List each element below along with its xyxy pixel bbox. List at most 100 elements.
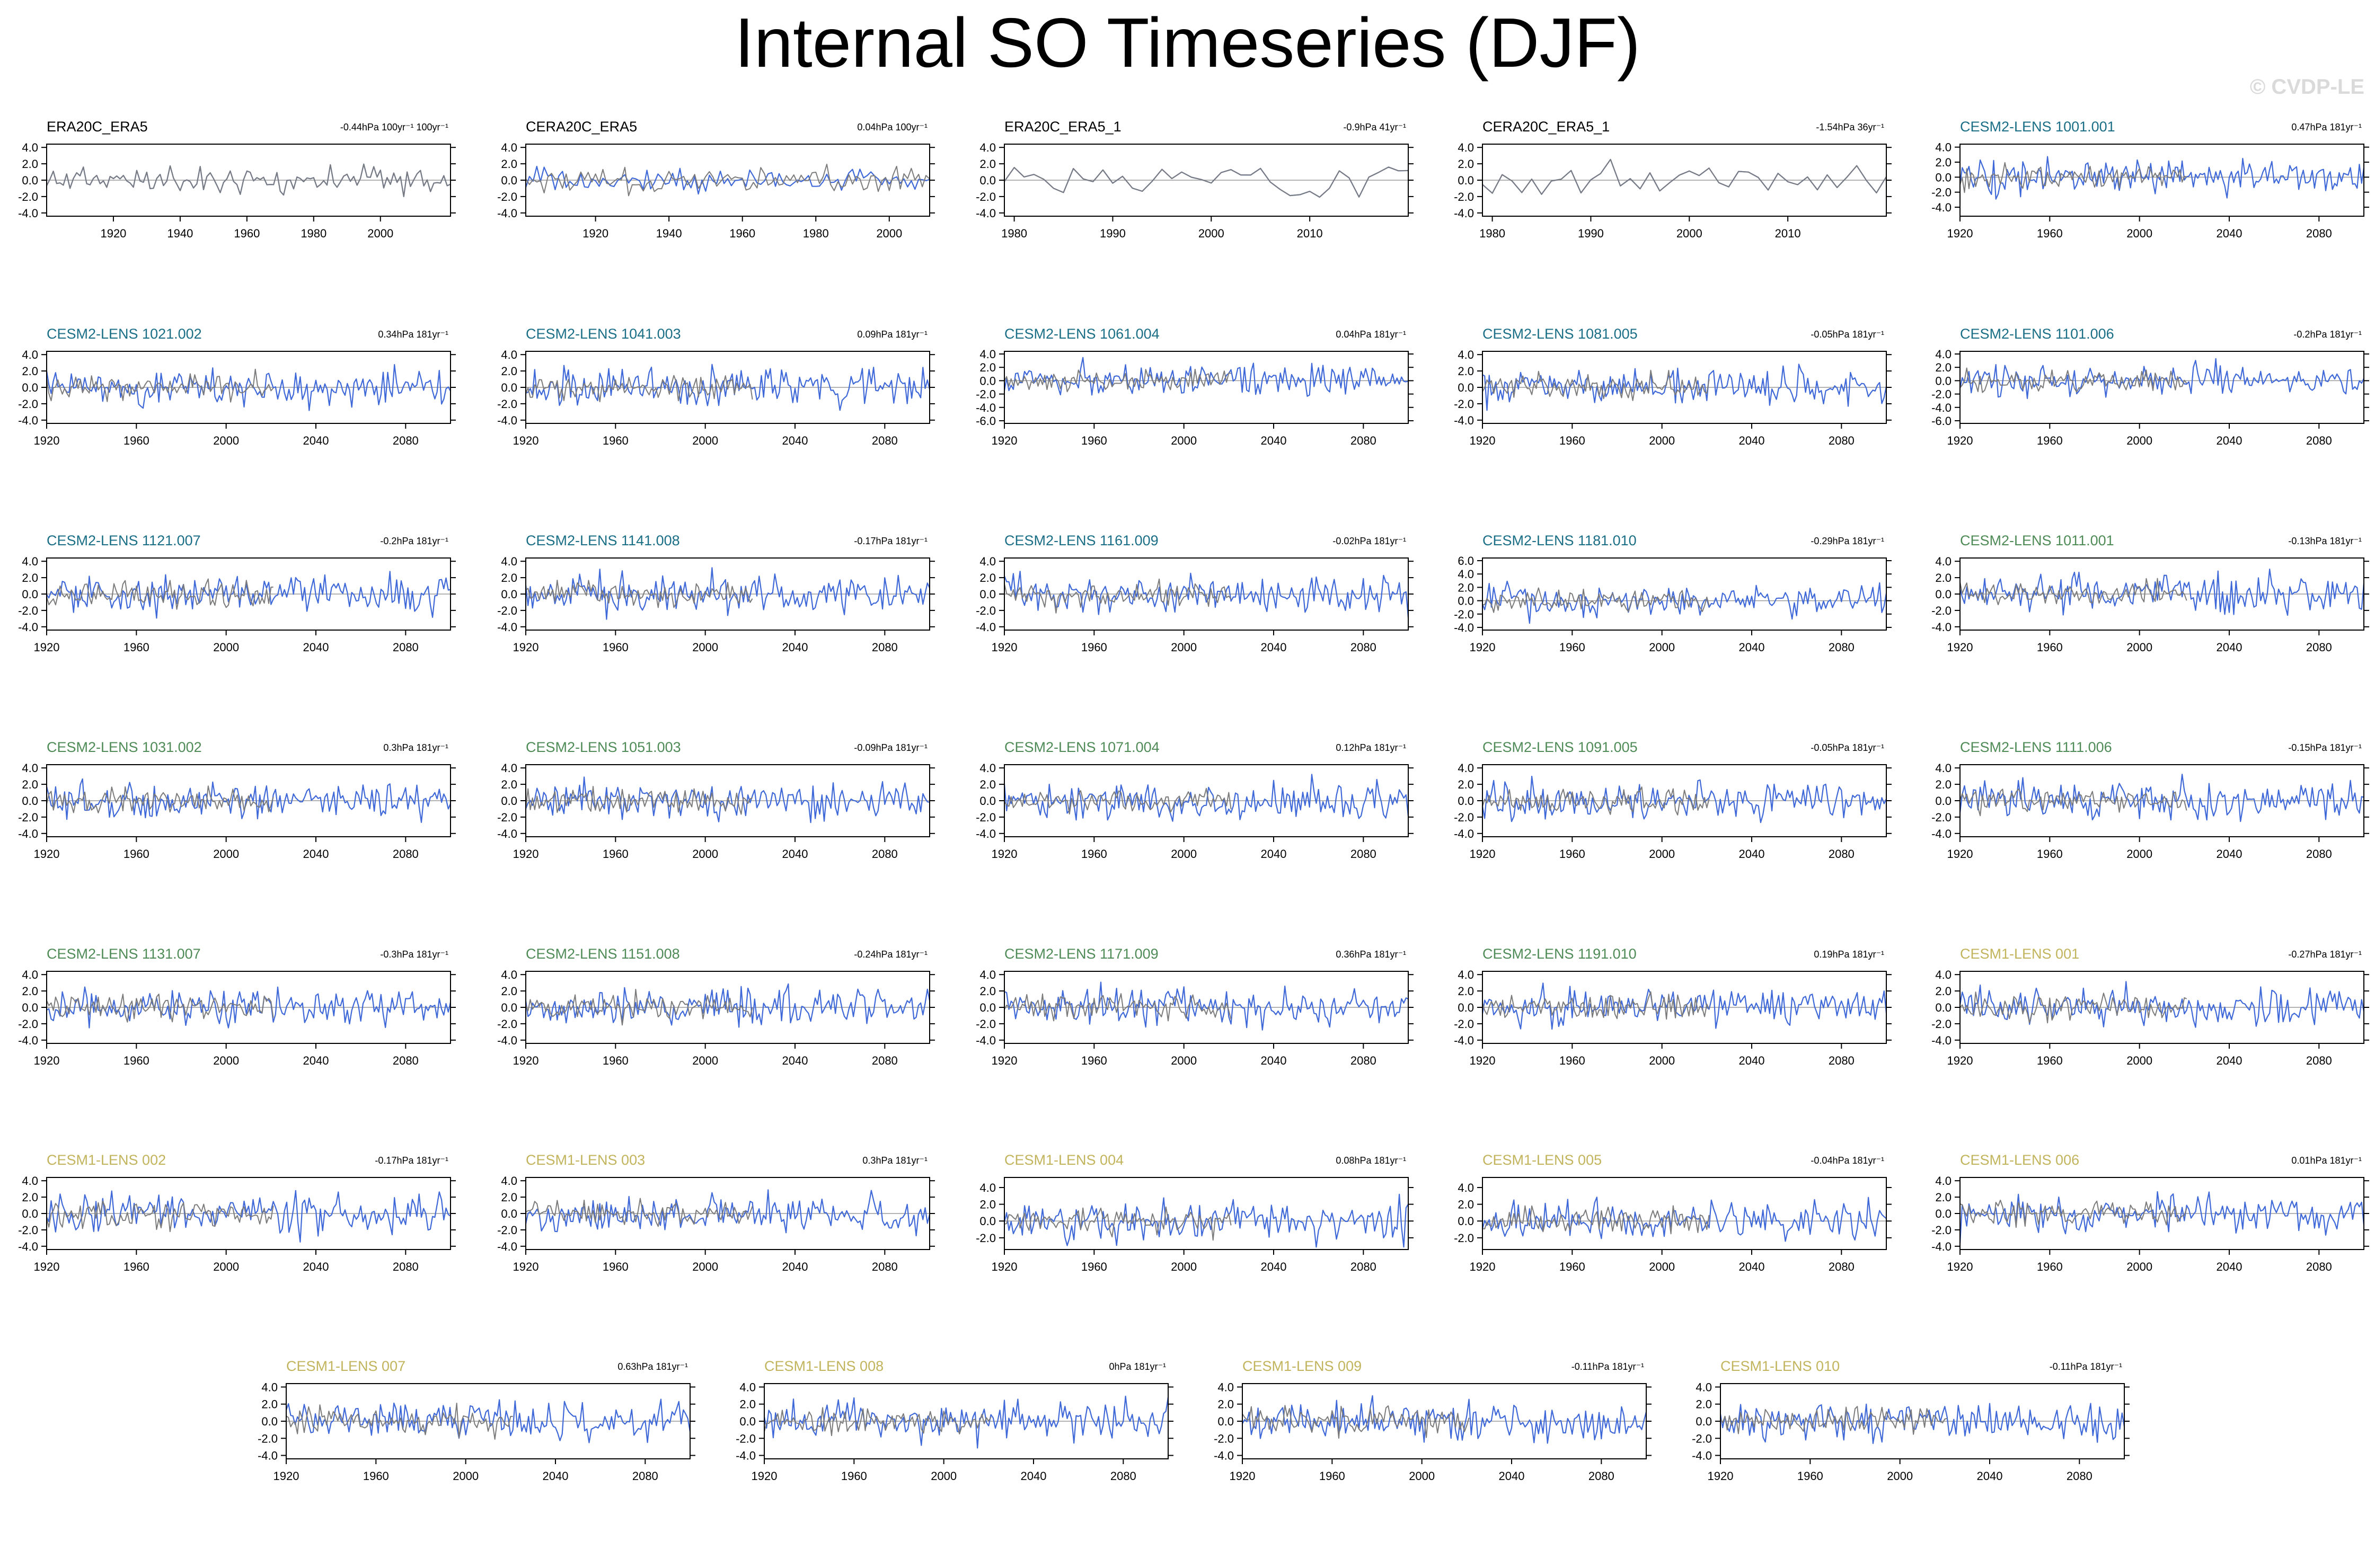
panel-title: CESM2-LENS 1081.005: [1482, 326, 1638, 342]
x-tick-label: 2000: [213, 434, 239, 447]
y-tick-label: 4.0: [739, 1380, 756, 1394]
y-tick-label: -4.0: [18, 1034, 38, 1047]
y-tick-label: 0.0: [1935, 374, 1952, 387]
y-tick-label: 0.0: [979, 1215, 996, 1228]
x-tick-label: 2080: [1829, 641, 1855, 654]
panel-title: CESM1-LENS 009: [1242, 1358, 1362, 1374]
y-tick-label: 2.0: [1935, 156, 1952, 169]
x-tick-label: 1960: [1081, 847, 1107, 861]
y-tick-label: 4.0: [1217, 1380, 1234, 1394]
x-tick-label: 2040: [1739, 641, 1765, 654]
series-line-observed: [1959, 1199, 2187, 1228]
x-tick-label: 2040: [782, 641, 808, 654]
chart-panel: CESM2-LENS 1121.007 -0.2hPa 181yr⁻¹ 4.0 2.0…: [18, 533, 456, 654]
x-tick-label: 1960: [2037, 434, 2063, 447]
series-line-model: [46, 986, 452, 1029]
y-tick-label: 0.0: [1935, 794, 1952, 808]
chart-panel: CESM2-LENS 1181.010 -0.29hPa 181yr⁻¹ 6.04.…: [1454, 533, 1892, 654]
chart-panel: CESM1-LENS 010 -0.11hPa 181yr⁻¹ 4.0 2.0 0.0 -…: [1692, 1358, 2130, 1483]
y-tick-label: 4.0: [1458, 348, 1474, 361]
y-tick-label: 0.0: [22, 381, 38, 394]
y-tick-label: -2.0: [18, 1017, 38, 1031]
series-line-observed: [46, 785, 274, 813]
x-tick-label: 2080: [1110, 1469, 1136, 1483]
x-tick-label: 1920: [752, 1469, 778, 1483]
series-line-model: [1481, 982, 1887, 1030]
x-tick-label: 2080: [2306, 1054, 2332, 1067]
panel-title: CESM1-LENS 008: [764, 1358, 884, 1374]
y-tick-label: 2.0: [979, 361, 996, 374]
x-tick-label: 2000: [213, 847, 239, 861]
x-tick-label: 2080: [393, 641, 419, 654]
chart-panel: CESM2-LENS 1081.005 -0.05hPa 181yr⁻¹ 4.0 2.…: [1454, 326, 1892, 447]
x-tick-label: 1920: [34, 434, 60, 447]
panel-title: CESM2-LENS 1041.003: [526, 326, 681, 342]
y-tick-label: 2.0: [261, 1398, 278, 1411]
panel-title: CESM1-LENS 004: [1004, 1152, 1124, 1168]
x-tick-label: 1960: [729, 227, 755, 240]
x-tick-label: 2040: [303, 1260, 329, 1273]
y-tick-label: -4.0: [18, 207, 38, 220]
x-tick-label: 1920: [513, 434, 539, 447]
x-tick-label: 2040: [2217, 641, 2242, 654]
y-tick-label: 2.0: [22, 778, 38, 791]
series-line-observed: [525, 786, 753, 815]
y-tick-label: 0.0: [1935, 171, 1952, 184]
x-tick-label: 1920: [1470, 1054, 1496, 1067]
trend-note: -0.44hPa 100yr⁻¹ 100yr⁻¹: [340, 122, 448, 132]
panel-title: CESM1-LENS 003: [526, 1152, 645, 1168]
series-line-observed: [525, 164, 930, 197]
panel-title: CESM1-LENS 006: [1960, 1152, 2079, 1168]
series-line-model: [46, 1190, 451, 1243]
x-tick-label: 2040: [1739, 1260, 1765, 1273]
x-tick-label: 1960: [234, 227, 260, 240]
panel-title: ERA20C_ERA5_1: [1004, 119, 1122, 135]
y-tick-label: -2.0: [1454, 190, 1474, 203]
y-tick-label: 0.0: [979, 794, 996, 808]
chart-panel: CESM2-LENS 1061.004 0.04hPa 181yr⁻¹ 4.02.0…: [976, 326, 1414, 447]
y-tick-label: 4.0: [22, 968, 38, 981]
y-tick-label: -4.0: [1454, 1034, 1474, 1047]
y-tick-label: 4.0: [22, 761, 38, 775]
y-tick-label: -4.0: [1931, 1034, 1952, 1047]
panel-title: CESM1-LENS 001: [1960, 946, 2079, 962]
x-tick-label: 2080: [1829, 847, 1855, 861]
trend-note: 0.63hPa 181yr⁻¹: [617, 1361, 688, 1372]
y-tick-label: -4.0: [976, 207, 996, 220]
y-tick-label: 0.0: [979, 374, 996, 387]
chart-panel: CESM2-LENS 1011.001 -0.13hPa 181yr⁻¹ 4.0 2.…: [1931, 533, 2369, 654]
series-line-observed: [1482, 587, 1710, 613]
y-tick-label: 2.0: [1935, 1191, 1952, 1204]
x-tick-label: 2080: [393, 434, 419, 447]
y-tick-label: 2.0: [979, 985, 996, 998]
x-tick-label: 2040: [1261, 847, 1287, 861]
series-line-observed: [1482, 158, 1887, 195]
trend-note: -0.05hPa 181yr⁻¹: [1811, 742, 1884, 753]
x-tick-label: 1960: [2037, 1054, 2063, 1067]
series-line-model: [1959, 358, 2364, 400]
y-tick-label: 4.0: [501, 348, 517, 361]
series-line-model: [1481, 1197, 1887, 1242]
series-line-model: [525, 1189, 931, 1237]
y-tick-label: -2.0: [1931, 1224, 1952, 1237]
x-tick-label: 1920: [1470, 847, 1496, 861]
series-line-model: [1719, 1403, 2125, 1444]
x-tick-label: 2000: [692, 1054, 718, 1067]
y-tick-label: 2.0: [1458, 985, 1474, 998]
x-tick-label: 1960: [2037, 227, 2063, 240]
panel-title: CESM2-LENS 1021.002: [47, 326, 202, 342]
series-line-model: [46, 364, 451, 411]
y-tick-label: -6.0: [976, 414, 996, 428]
series-line-model: [1481, 775, 1887, 823]
series-line-model: [763, 1395, 1169, 1449]
x-tick-label: 1960: [123, 1054, 149, 1067]
trend-note: -0.3hPa 181yr⁻¹: [380, 949, 448, 960]
series-line-observed: [1242, 1405, 1470, 1439]
y-tick-label: 2.0: [22, 571, 38, 584]
y-tick-label: -4.0: [1454, 414, 1474, 427]
y-tick-label: 0.0: [501, 174, 517, 187]
y-tick-label: -4.0: [1214, 1449, 1234, 1463]
x-tick-label: 1960: [603, 1054, 629, 1067]
x-tick-label: 2040: [782, 1054, 808, 1067]
